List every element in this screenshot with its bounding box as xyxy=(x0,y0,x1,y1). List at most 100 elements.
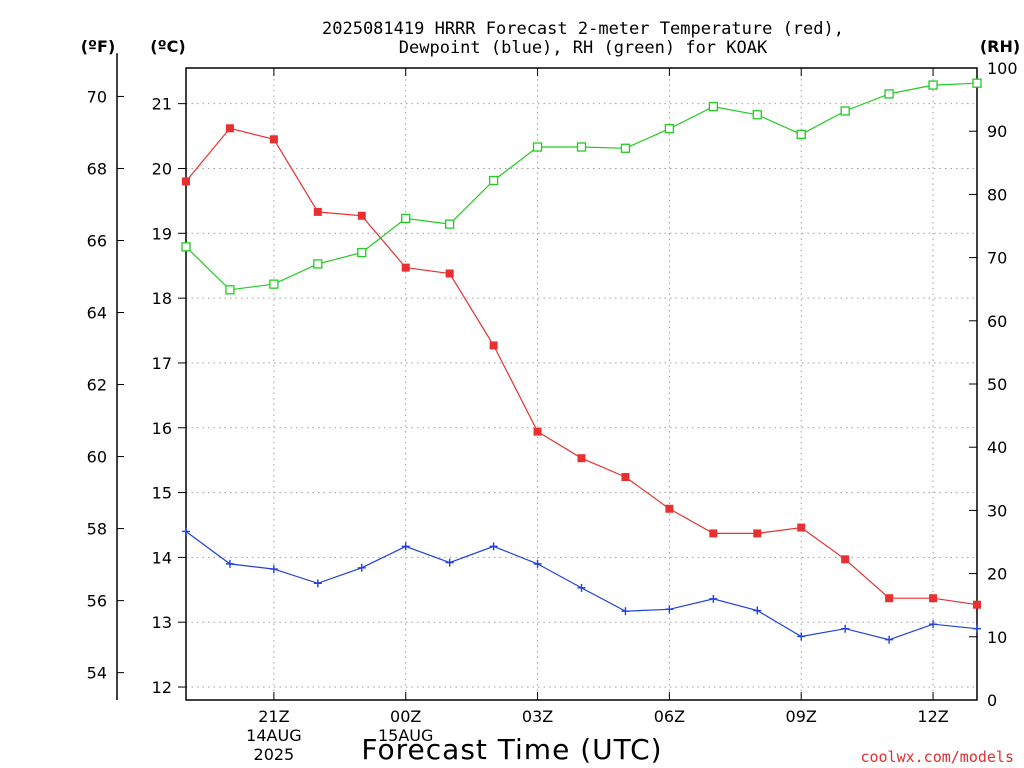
series-point xyxy=(929,620,938,629)
fahrenheit-tick-label: 54 xyxy=(87,664,107,683)
series-point xyxy=(972,78,982,88)
rh-tick-label: 50 xyxy=(987,375,1007,394)
series-point xyxy=(445,219,455,229)
series-point xyxy=(709,529,718,538)
fahrenheit-tick-label: 68 xyxy=(87,159,107,178)
x-tick-label: 15AUG xyxy=(378,726,433,745)
series-point xyxy=(532,142,543,152)
x-tick-label: 21Z xyxy=(258,707,289,726)
series-point xyxy=(665,605,674,614)
series-point xyxy=(225,285,235,295)
series-point xyxy=(225,559,234,568)
series-point xyxy=(797,632,806,641)
fahrenheit-tick-label: 62 xyxy=(87,376,107,395)
celsius-tick-label: 15 xyxy=(152,484,172,503)
rh-tick-label: 80 xyxy=(987,185,1007,204)
series-point xyxy=(445,558,454,567)
series-point xyxy=(708,101,718,112)
rh-tick-label: 70 xyxy=(987,249,1007,268)
x-tick-label: 2025 xyxy=(254,745,295,764)
series-point xyxy=(753,529,762,538)
rh-tick-label: 60 xyxy=(987,312,1007,331)
series-point xyxy=(973,600,981,609)
series-point xyxy=(752,110,762,120)
series-point xyxy=(533,427,542,436)
axes xyxy=(116,53,978,701)
rh-tick-label: 100 xyxy=(987,59,1018,78)
tick-labels: 12 13 14 15 16 17 18 19 20 21 54 56 58 60 62 64 66 68 70 0 1… xyxy=(87,59,1018,764)
series-point xyxy=(753,606,762,615)
fahrenheit-tick-label: 70 xyxy=(87,87,107,106)
series-point xyxy=(973,624,981,633)
celsius-tick-label: 12 xyxy=(152,678,172,697)
series-point xyxy=(313,579,322,588)
series-point xyxy=(885,635,894,644)
celsius-tick-label: 13 xyxy=(152,613,172,632)
series-point xyxy=(401,542,410,551)
series-point xyxy=(884,89,894,99)
celsius-units-label: (ºC) xyxy=(150,37,185,56)
fahrenheit-units-label: (ºF) xyxy=(81,37,116,56)
series-point xyxy=(709,594,718,603)
series-point xyxy=(841,555,850,564)
series-point xyxy=(664,124,675,134)
series-point xyxy=(841,624,850,633)
rh-tick-label: 40 xyxy=(987,438,1007,457)
rh-tick-label: 20 xyxy=(987,565,1007,584)
series-point xyxy=(621,607,630,616)
celsius-tick-label: 18 xyxy=(152,289,172,308)
gridlines xyxy=(186,68,977,700)
series-point xyxy=(357,211,366,220)
series-point xyxy=(401,213,411,224)
series-point xyxy=(357,247,367,258)
series-point xyxy=(577,583,586,592)
x-tick-label: 12Z xyxy=(917,707,948,726)
series-line xyxy=(185,82,978,291)
series-point xyxy=(796,129,806,140)
celsius-tick-label: 21 xyxy=(152,95,172,114)
x-axis-label: Forecast Time (UTC) xyxy=(361,733,662,766)
data-series xyxy=(181,78,982,644)
series-point xyxy=(401,263,410,272)
x-tick-label: 14AUG xyxy=(246,726,301,745)
series-point xyxy=(797,523,806,532)
series-point xyxy=(269,565,278,574)
credit-text: coolwx.com/models xyxy=(860,748,1014,766)
series-point xyxy=(885,594,894,603)
series-point xyxy=(665,504,674,513)
series-point xyxy=(313,259,323,269)
fahrenheit-tick-label: 60 xyxy=(87,448,107,467)
celsius-tick-label: 17 xyxy=(152,354,172,373)
series-point xyxy=(929,594,938,603)
celsius-tick-label: 14 xyxy=(152,548,172,567)
celsius-tick-label: 19 xyxy=(152,224,172,243)
celsius-tick-label: 16 xyxy=(152,419,172,438)
rh-tick-label: 90 xyxy=(987,122,1007,141)
plot-frame xyxy=(185,67,978,701)
rh-tick-label: 0 xyxy=(987,691,997,710)
fahrenheit-tick-label: 58 xyxy=(87,520,107,539)
fahrenheit-tick-label: 56 xyxy=(87,592,107,611)
series-point xyxy=(445,269,454,278)
x-tick-label: 00Z xyxy=(390,707,421,726)
chart-title-line2: Dewpoint (blue), RH (green) for KOAK xyxy=(399,38,768,58)
series-point xyxy=(225,124,234,133)
celsius-tick-label: 20 xyxy=(152,159,172,178)
fahrenheit-tick-label: 64 xyxy=(87,304,107,323)
series-point xyxy=(576,142,587,152)
series-point xyxy=(182,527,190,536)
series-point xyxy=(489,542,498,551)
series-point xyxy=(840,106,850,116)
series-point xyxy=(928,80,938,90)
fahrenheit-tick-label: 66 xyxy=(87,231,107,250)
series-point xyxy=(313,207,322,216)
rh-tick-label: 30 xyxy=(987,501,1007,520)
series-point xyxy=(621,473,630,482)
series-point xyxy=(577,454,586,463)
rh-units-label: (RH) xyxy=(980,37,1020,56)
series-point xyxy=(488,175,499,186)
rh-tick-label: 10 xyxy=(987,628,1007,647)
series-point xyxy=(182,177,190,186)
series-point xyxy=(357,563,366,572)
